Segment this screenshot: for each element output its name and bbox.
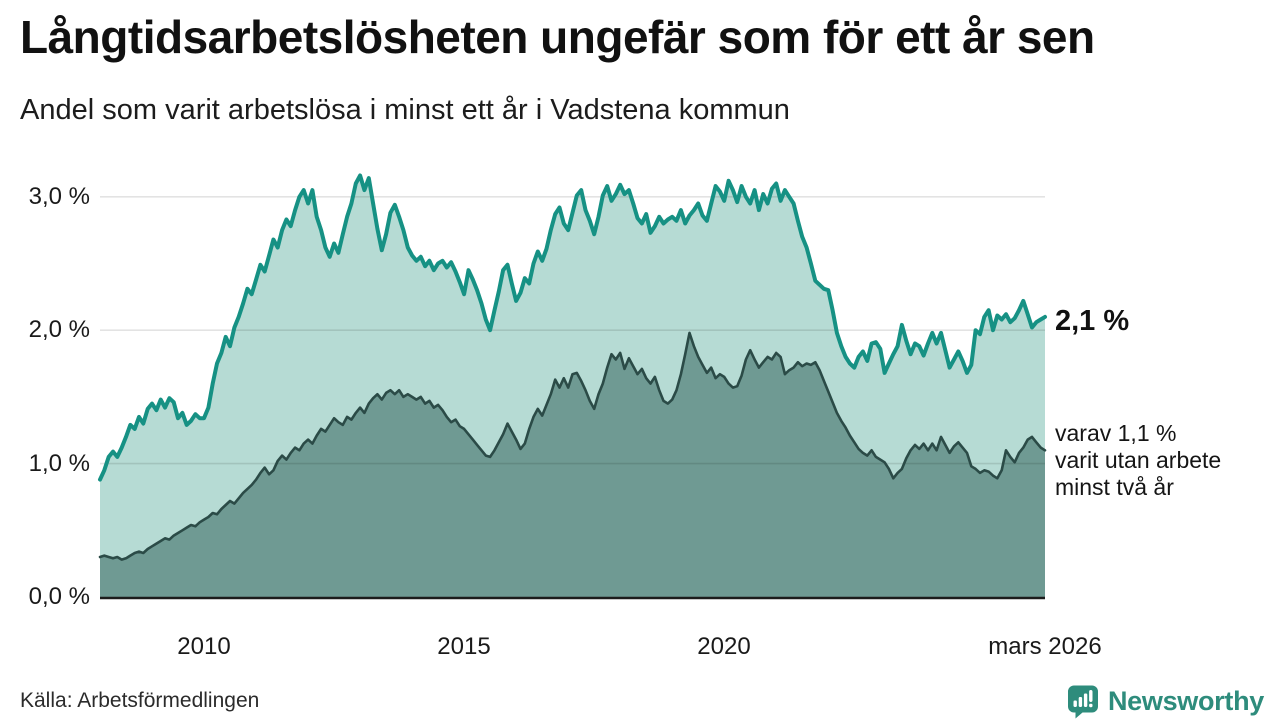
newsworthy-logo: Newsworthy [1065, 683, 1264, 719]
subset-annotation-line: varit utan arbete [1055, 447, 1222, 473]
page-subtitle: Andel som varit arbetslösa i minst ett å… [20, 94, 790, 126]
x-tick-label: mars 2026 [988, 633, 1102, 660]
y-tick-label: 1,0 % [28, 449, 90, 477]
x-tick-label: 2010 [177, 633, 231, 660]
x-tick-label: 2020 [697, 633, 751, 660]
gridlines [100, 196, 1045, 465]
series-lines [98, 173, 1047, 561]
newsworthy-logo-icon [1067, 685, 1098, 719]
newsworthy-logo-text: Newsworthy [1107, 685, 1264, 716]
series-end-value-label: 2,1 % [1055, 305, 1130, 337]
y-tick-label: 3,0 % [28, 182, 90, 210]
subset-annotation-line: minst två år [1055, 474, 1174, 500]
y-tick-label: 2,0 % [28, 316, 90, 344]
area-fills [100, 175, 1045, 597]
subset-annotation: varav 1,1 % varit utan arbete minst två … [1055, 420, 1221, 501]
source-attribution: Källa: Arbetsförmedlingen [20, 689, 260, 712]
subset-annotation-line: varav 1,1 % [1055, 420, 1177, 446]
page-title: Långtidsarbetslösheten ungefär som för e… [20, 11, 1095, 63]
x-tick-label: 2015 [437, 633, 491, 660]
y-tick-label: 0,0 % [28, 583, 90, 610]
